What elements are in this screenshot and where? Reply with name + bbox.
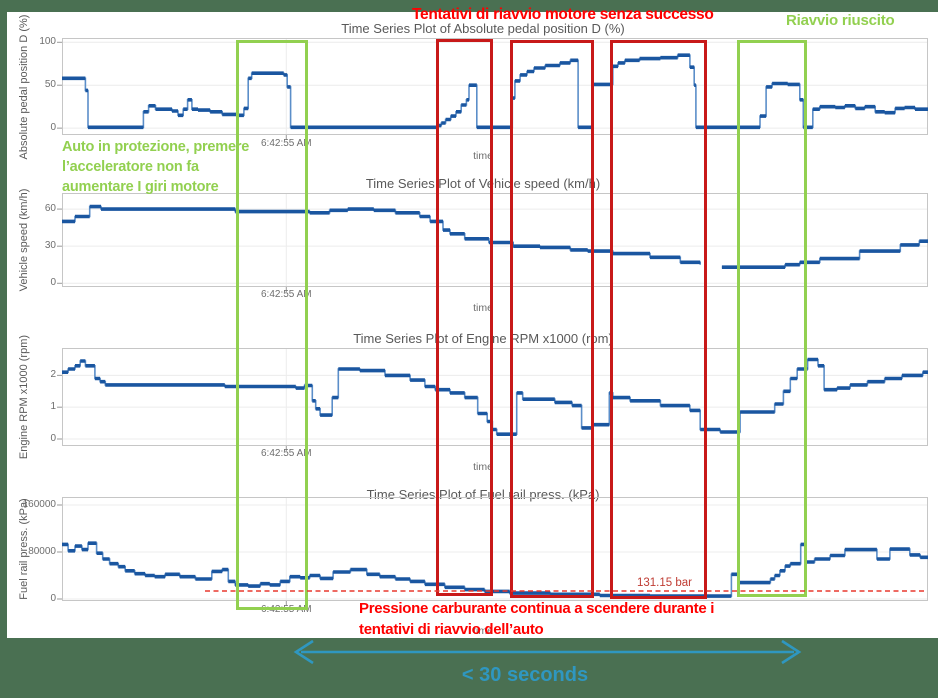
plot-border <box>62 497 928 601</box>
highlight-successful-restart-box <box>737 40 807 597</box>
x-axis-title-1: time <box>473 150 493 162</box>
annotation-protection-mode-line2: l’acceleratore non fa <box>62 159 199 175</box>
plot-area-1 <box>57 38 928 140</box>
plot-title-2: Time Series Plot of Vehicle speed (km/h) <box>365 176 601 191</box>
x-axis-title-2: time <box>473 302 493 314</box>
y-tick-label-4-160000: 160000 <box>22 498 56 510</box>
annotation-protection-mode: Auto in protezione, premere l’accelerato… <box>62 137 249 197</box>
threshold-value-label: 131.15 bar <box>637 577 692 589</box>
x-tick-label-1: 6:42:55 AM <box>260 138 312 149</box>
y-tick-label-3-2: 2 <box>50 369 56 381</box>
plot-title-1: Time Series Plot of Absolute pedal posit… <box>341 21 625 36</box>
annotation-fuel-pressure-drop-line2: tentativi di riavvio dell’auto <box>359 621 544 638</box>
series-plateaus <box>62 204 928 269</box>
annotation-restart-attempts: Tentativi di riavvio motore senza succes… <box>412 6 714 23</box>
y-tick-label-2-0: 0 <box>50 277 56 289</box>
highlight-protection-phase-box <box>236 40 308 610</box>
duration-label: < 30 seconds <box>461 664 589 686</box>
x-axis-title-3: time <box>473 461 493 473</box>
x-axis-title-4: time <box>473 625 493 637</box>
plot-area-3 <box>57 348 928 451</box>
y-tick-label-2-60: 60 <box>44 203 56 215</box>
charts-panel <box>7 12 938 638</box>
y-tick-label-2-30: 30 <box>44 240 56 252</box>
duration-arrow <box>293 639 802 665</box>
y-tick-label-1-0: 0 <box>50 122 56 134</box>
annotation-fuel-pressure-drop: Pressione carburante continua a scendere… <box>359 598 714 640</box>
y-tick-label-3-0: 0 <box>50 433 56 444</box>
highlight-restart-attempt-2-box <box>510 40 594 598</box>
x-tick-label-3: 6:42:55 AM <box>260 448 312 459</box>
plot-title-3: Time Series Plot of Engine RPM x1000 (rp… <box>353 331 613 346</box>
annotation-restart-success: Riavvio riuscito <box>786 12 895 29</box>
highlight-restart-attempt-3-box <box>610 40 707 599</box>
series-plateaus <box>62 53 928 130</box>
plot-area-4 <box>57 497 928 606</box>
y-tick-label-4-0: 0 <box>50 593 56 604</box>
series-plateaus <box>62 541 928 598</box>
highlight-restart-attempt-1-box <box>436 39 493 596</box>
y-tick-label-3-1: 1 <box>50 401 56 413</box>
y-tick-label-4-80000: 80000 <box>28 545 56 557</box>
y-axis-label-4: Fuel rail press. (kPa) <box>18 498 30 600</box>
series-plateaus <box>62 357 928 436</box>
annotation-protection-mode-line1: Auto in protezione, premere <box>62 139 250 155</box>
plot-title-4: Time Series Plot of Fuel rail press. (kP… <box>366 487 600 502</box>
annotation-fuel-pressure-drop-line1: Pressione carburante continua a scendere… <box>359 600 715 617</box>
plot-border <box>62 348 928 446</box>
plot-border <box>62 38 928 135</box>
y-tick-label-1-100: 100 <box>39 36 56 48</box>
annotation-protection-mode-line3: aumentare I giri motore <box>62 179 219 195</box>
x-tick-label-2: 6:42:55 AM <box>260 289 312 300</box>
y-tick-label-1-50: 50 <box>44 79 56 91</box>
